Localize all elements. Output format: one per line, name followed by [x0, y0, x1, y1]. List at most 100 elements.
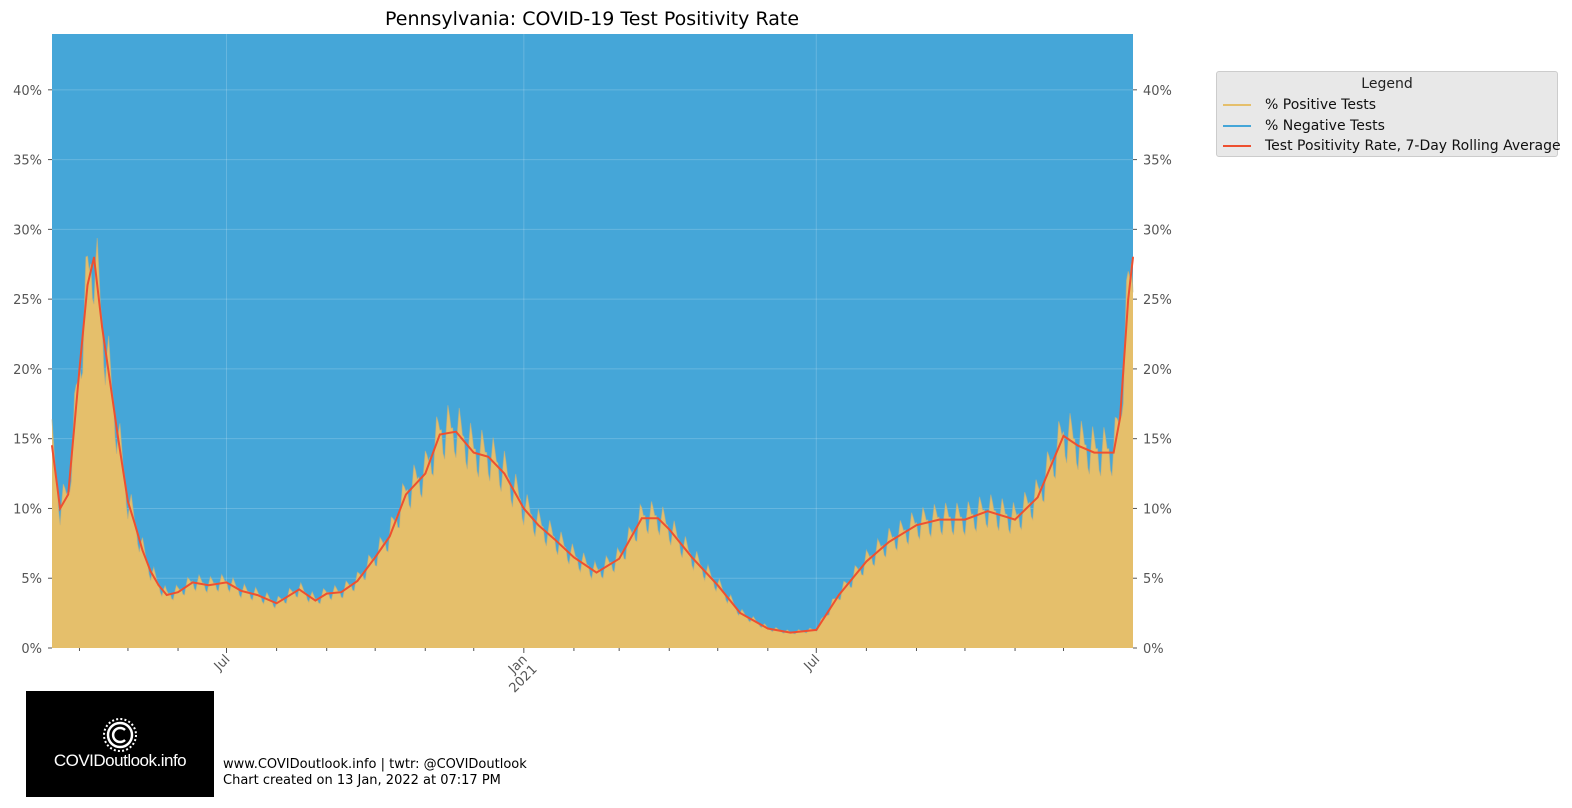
rolling-average-point: [133, 521, 136, 524]
x-tick-label: Jul: [801, 652, 823, 674]
virus-c-icon: [103, 718, 137, 752]
y-tick-label-left: 15%: [13, 433, 42, 448]
legend: Legend % Positive Tests % Negative Tests…: [1216, 71, 1561, 157]
rolling-average-point: [1112, 451, 1115, 454]
legend-entry-positive: % Positive Tests: [1223, 96, 1376, 114]
rolling-average-point: [964, 518, 966, 521]
rolling-average-point: [127, 500, 129, 503]
y-tick-label-left: 40%: [13, 84, 42, 99]
rolling-average-point: [716, 584, 719, 586]
rolling-average-point: [149, 570, 152, 573]
rolling-average-point: [767, 627, 769, 630]
rolling-average-point: [256, 594, 259, 596]
negative-swatch-icon: [1223, 125, 1251, 127]
rolling-average-point: [240, 590, 242, 592]
rolling-average-point: [78, 368, 81, 370]
y-tick-label-left: 5%: [21, 572, 42, 587]
rolling-average-point: [374, 556, 377, 559]
y-tick-label-right: 15%: [1143, 433, 1172, 448]
x-tick-label-group: Jul: [211, 652, 233, 674]
rolling-average-point: [109, 382, 111, 384]
rolling-average-point: [67, 493, 69, 496]
rolling-average-point: [298, 588, 301, 591]
x-tick-label-group: Jul: [801, 652, 823, 674]
rolling-average-point: [595, 571, 598, 574]
legend-label-negative: % Negative Tests: [1265, 118, 1385, 134]
rolling-swatch-icon: [1223, 145, 1251, 147]
rolling-average-point: [618, 557, 620, 560]
chart-title: Pennsylvania: COVID-19 Test Positivity R…: [385, 8, 799, 30]
daily-positive-line: [51, 237, 1134, 635]
legend-title: Legend: [1361, 76, 1413, 92]
rolling-average-point: [275, 602, 278, 605]
y-tick-label-left: 25%: [13, 293, 42, 308]
y-tick-label-left: 0%: [21, 642, 42, 657]
y-axis-right: 0% 5% 10% 15% 20% 25% 30% 35% 40%: [1133, 84, 1172, 657]
rolling-average-point: [487, 456, 490, 458]
rolling-average-point: [424, 472, 427, 475]
y-tick-label-right: 20%: [1143, 363, 1172, 378]
rolling-average-point: [938, 518, 940, 521]
rolling-average-point: [1127, 298, 1129, 300]
positive-area: [52, 238, 1133, 648]
rolling-average-point: [86, 284, 89, 287]
rolling-average-point: [225, 581, 228, 584]
rolling-average-point: [388, 535, 391, 538]
legend-label-positive: % Positive Tests: [1265, 97, 1377, 113]
rolling-average-point: [1062, 435, 1065, 437]
rolling-average-point: [865, 560, 868, 563]
rolling-average-point: [523, 507, 525, 510]
rolling-average-point: [657, 517, 659, 519]
logo: COVIDoutlook.info: [26, 691, 214, 797]
footer-created: Chart created on 13 Jan, 2022 at 07:17 P…: [223, 773, 501, 788]
rolling-average-point: [739, 612, 742, 614]
y-axis-left: 0% 5% 10% 15% 20% 25% 30% 35% 40%: [13, 84, 52, 657]
rolling-average-point: [157, 584, 160, 586]
y-tick-label-left: 35%: [13, 154, 42, 169]
rolling-average-point: [986, 510, 989, 512]
x-tick-label: Jul: [211, 652, 233, 674]
rolling-average-point: [325, 592, 328, 595]
logo-text: COVIDoutlook.info: [53, 751, 187, 770]
rolling-average-point: [141, 549, 144, 552]
legend-entry-rolling: Test Positivity Rate, 7-Day Rolling Aver…: [1223, 137, 1561, 155]
rolling-average-point: [93, 256, 95, 259]
rolling-average-point: [59, 507, 61, 510]
rolling-average-point: [101, 326, 103, 328]
rolling-average-point: [838, 594, 840, 596]
rolling-average-point: [641, 517, 643, 519]
rolling-average-point: [789, 631, 792, 634]
y-tick-label-left: 30%: [13, 223, 42, 238]
rolling-average-point: [537, 524, 540, 526]
rolling-average-point: [1119, 417, 1121, 419]
rolling-average-point: [165, 594, 168, 596]
positive-swatch-icon: [1223, 104, 1251, 106]
rolling-average-point: [356, 580, 359, 582]
rolling-average-point: [1132, 256, 1134, 259]
rolling-average-point: [915, 524, 918, 526]
legend-entry-negative: % Negative Tests: [1223, 117, 1385, 135]
y-tick-label-left: 10%: [13, 502, 42, 517]
rolling-average-point: [51, 444, 53, 447]
rolling-average-point: [472, 451, 475, 454]
y-tick-label-right: 10%: [1143, 502, 1172, 517]
rolling-average-point: [668, 528, 671, 531]
y-tick-label-right: 25%: [1143, 293, 1172, 308]
rolling-average-point: [553, 538, 556, 540]
rolling-average-point: [207, 584, 210, 586]
rolling-average-point: [455, 430, 457, 433]
y-tick-label-right: 5%: [1143, 572, 1164, 587]
rolling-average-point: [1014, 518, 1016, 521]
rolling-average-point: [815, 629, 818, 631]
rolling-average-point: [340, 591, 343, 593]
rolling-average-point: [691, 556, 693, 559]
rolling-average-point: [117, 437, 119, 440]
rolling-average-point: [503, 472, 506, 475]
rolling-average-point: [888, 541, 890, 543]
rolling-average-point: [1077, 444, 1079, 447]
y-tick-label-right: 30%: [1143, 223, 1172, 238]
footer-website: www.COVIDoutlook.info | twtr: @COVIDoutl…: [223, 757, 527, 772]
rolling-average-point: [191, 581, 194, 584]
